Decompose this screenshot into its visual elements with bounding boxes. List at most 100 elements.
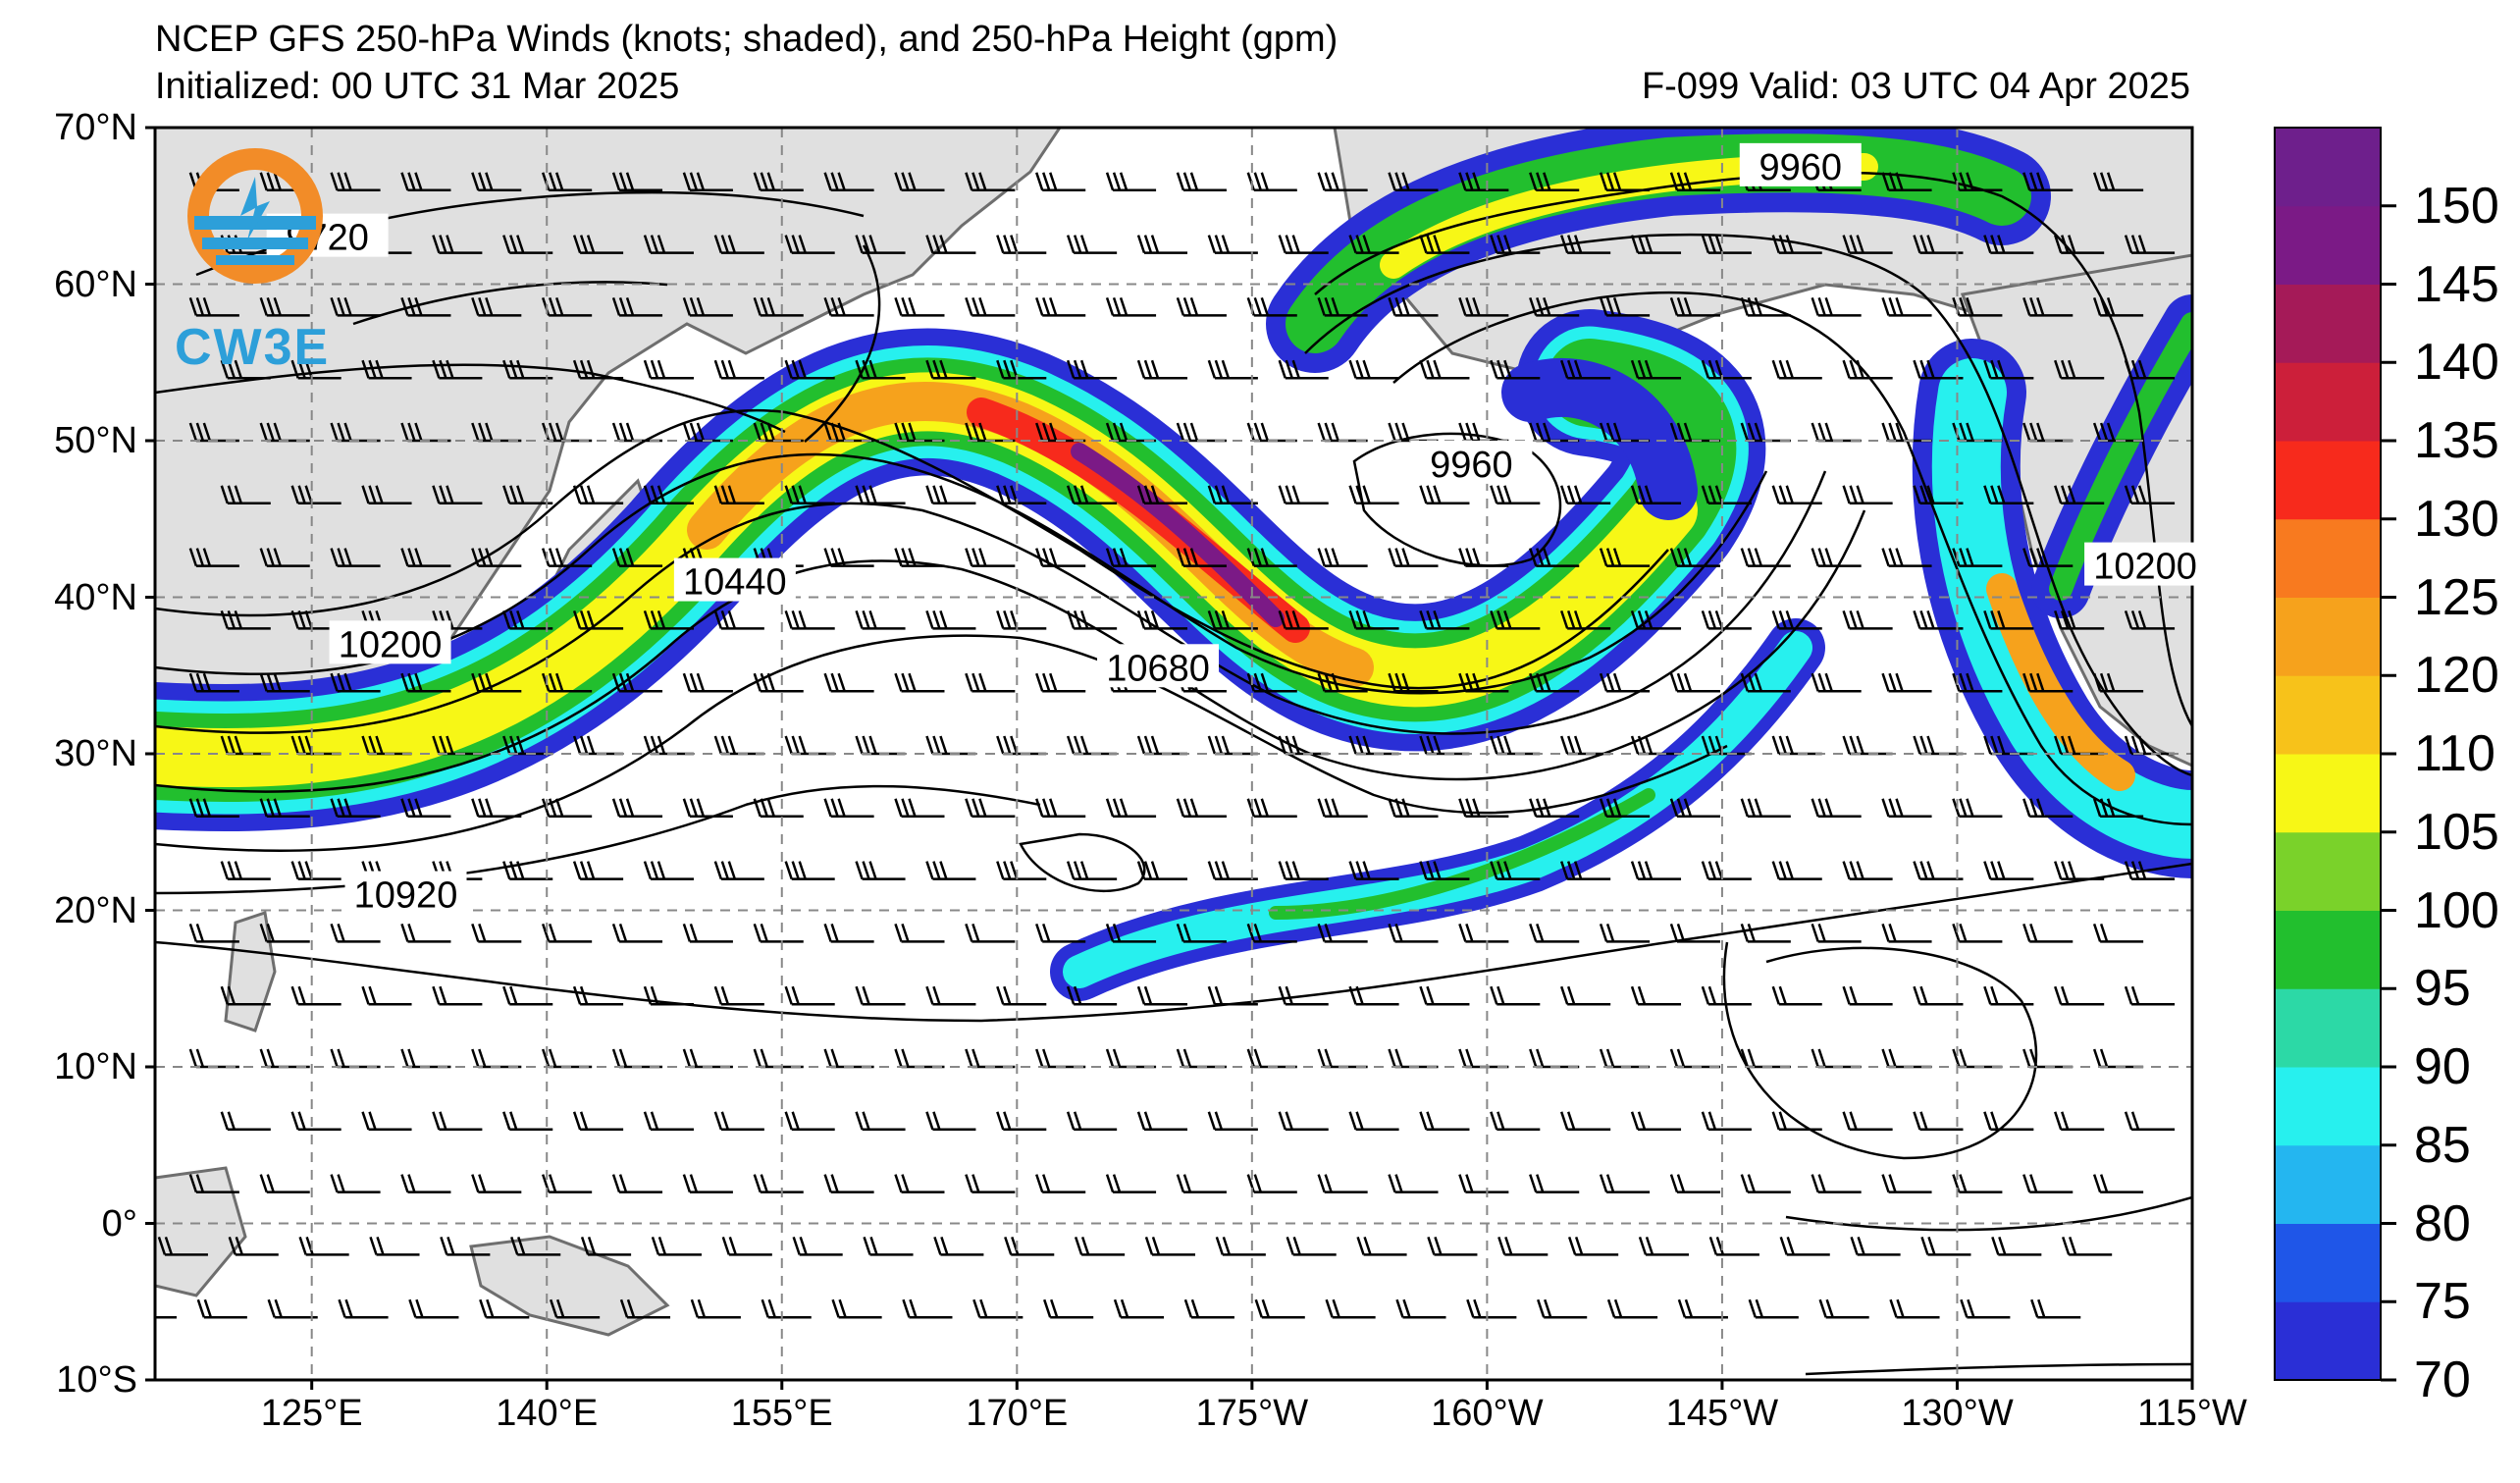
wind-barb xyxy=(2054,359,2105,380)
svg-text:10440: 10440 xyxy=(683,562,787,604)
wind-barb xyxy=(572,610,624,630)
wind-barb xyxy=(502,235,553,254)
lat-label: 20°N xyxy=(54,889,137,931)
wind-barb xyxy=(1983,861,2034,880)
wind-barb xyxy=(1559,359,1611,380)
wind-barb xyxy=(502,485,553,505)
wind-barb xyxy=(1388,172,1439,192)
wind-barb xyxy=(1136,610,1188,630)
wind-barb xyxy=(572,359,624,380)
wind-barb xyxy=(1207,1111,1258,1132)
svg-text:9960: 9960 xyxy=(1430,445,1513,486)
colorbar-label: 95 xyxy=(2414,960,2471,1018)
wind-barb xyxy=(1559,610,1611,630)
wind-barb xyxy=(996,359,1047,380)
wind-barb xyxy=(682,798,733,819)
wind-barb xyxy=(1144,1237,1195,1256)
wind-barb xyxy=(1740,924,1791,943)
wind-barb xyxy=(1427,1237,1478,1256)
wind-barb xyxy=(2022,1174,2074,1193)
wind-barb xyxy=(784,861,835,880)
wind-barb xyxy=(1419,985,1470,1006)
wind-barb xyxy=(1811,924,1862,943)
wind-barb xyxy=(713,235,764,254)
wind-barb xyxy=(1388,924,1439,943)
lon-label: 130°W xyxy=(1901,1393,2014,1434)
wind-barb xyxy=(1842,861,1893,880)
lon-label: 170°E xyxy=(966,1393,1069,1434)
wind-barb xyxy=(188,297,239,317)
wind-barb xyxy=(1529,1174,1580,1193)
colorbar xyxy=(2274,127,2396,1382)
wind-barb xyxy=(330,672,381,693)
wind-barb xyxy=(1740,548,1791,567)
wind-barb xyxy=(361,985,412,1006)
wind-barb xyxy=(1669,924,1720,943)
wind-barb xyxy=(1136,861,1188,880)
wind-barb xyxy=(1395,1298,1446,1319)
wind-barb xyxy=(611,672,663,693)
wind-barb xyxy=(510,1237,561,1256)
wind-barb xyxy=(753,297,804,317)
colorbar-segment xyxy=(2275,362,2381,442)
wind-barb xyxy=(855,985,906,1006)
wind-barb xyxy=(1811,548,1862,567)
wind-barb xyxy=(1599,548,1651,567)
wind-barb xyxy=(1881,672,1932,693)
wind-barb xyxy=(651,1237,702,1256)
jet-east-inner xyxy=(1931,358,2192,859)
contour-label: 10440 xyxy=(673,557,796,604)
wind-barb xyxy=(1004,1237,1055,1256)
wind-barb xyxy=(713,985,764,1006)
wind-barb xyxy=(1176,172,1227,192)
wind-barb xyxy=(2054,235,2105,254)
wind-barb xyxy=(1779,1237,1830,1256)
wind-barb xyxy=(1348,359,1399,380)
wind-barb xyxy=(1960,1298,2011,1319)
wind-barb xyxy=(330,1174,381,1193)
wind-barb xyxy=(2124,610,2176,630)
wind-barb xyxy=(1630,610,1682,630)
wind-barb xyxy=(1490,235,1541,254)
wind-barb xyxy=(1215,1237,1266,1256)
wind-barb xyxy=(1497,1237,1549,1256)
jet-band-150 xyxy=(1071,443,1285,627)
wind-barb xyxy=(894,798,945,819)
wind-barb xyxy=(220,610,271,630)
wind-barb xyxy=(1278,861,1329,880)
wind-barb xyxy=(1983,610,2034,630)
wind-barb xyxy=(1035,548,1086,567)
jet-loop xyxy=(1501,358,1698,520)
wind-barb xyxy=(823,672,874,693)
wind-barb xyxy=(259,548,310,567)
wind-barb xyxy=(267,1298,318,1319)
wind-barb xyxy=(925,235,976,254)
colorbar-label: 70 xyxy=(2414,1351,2471,1408)
colorbar-segment xyxy=(2275,831,2381,911)
wind-barb xyxy=(1176,297,1227,317)
colorbar-segment xyxy=(2275,1301,2381,1381)
wind-barb xyxy=(1105,1174,1157,1193)
wind-barb xyxy=(1913,610,1964,630)
wind-barb xyxy=(1771,235,1822,254)
wind-barb xyxy=(1850,1237,1901,1256)
wind-barb xyxy=(1278,485,1329,505)
wind-barb xyxy=(1701,359,1752,380)
wind-barb xyxy=(400,798,451,819)
wind-barb xyxy=(2054,985,2105,1006)
wind-barb xyxy=(1035,172,1086,192)
wind-barb xyxy=(1035,1174,1086,1193)
wind-barb xyxy=(1708,1237,1759,1256)
axis-ticks xyxy=(145,126,2194,1390)
lat-label: 10°N xyxy=(54,1046,137,1087)
wind-barb xyxy=(611,172,663,192)
jet-shading xyxy=(155,128,2192,1001)
wind-barb xyxy=(784,359,835,380)
wind-barb xyxy=(572,1111,624,1132)
wind-barb xyxy=(1348,610,1399,630)
wind-barb xyxy=(1669,1174,1720,1193)
wind-barb xyxy=(541,798,593,819)
wind-barb xyxy=(549,1298,601,1319)
height-contour xyxy=(1392,291,2192,826)
height-contour xyxy=(1722,941,2038,1160)
